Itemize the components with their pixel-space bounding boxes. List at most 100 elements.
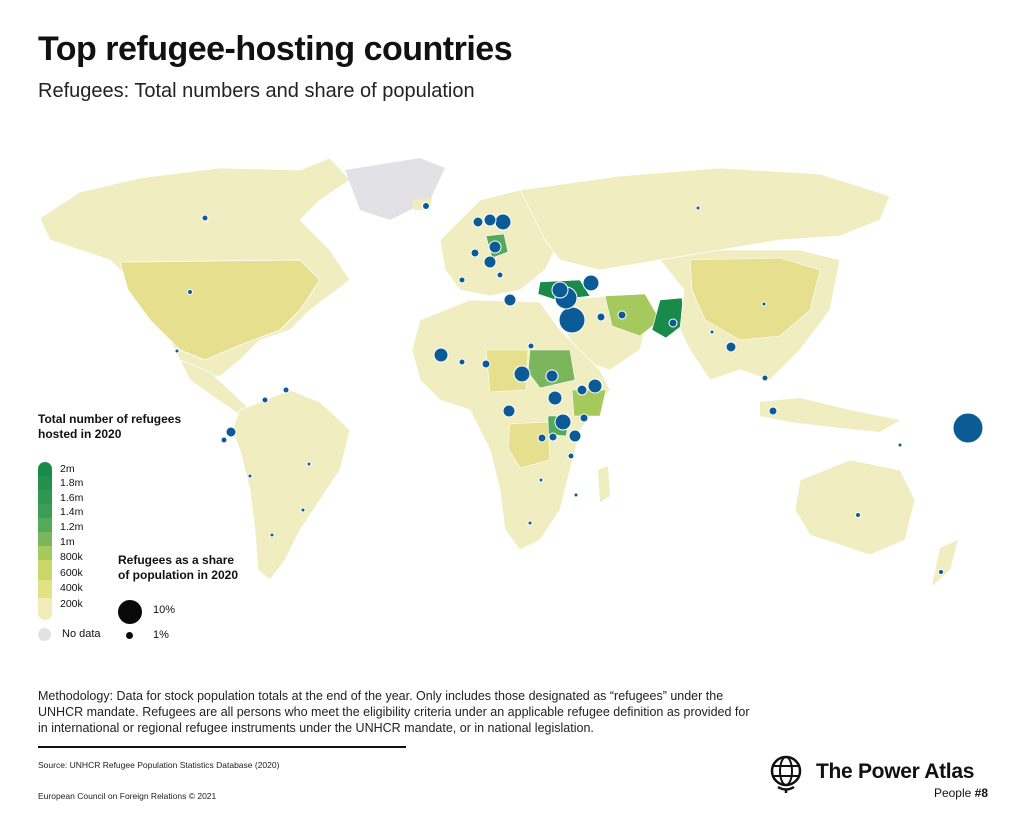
bubble-uganda (554, 413, 572, 431)
scale-label-1-8m: 1.8m (60, 477, 84, 489)
scale-label-600k: 600k (60, 567, 83, 579)
landmass-greenland (345, 158, 445, 220)
landmass-uk (462, 220, 476, 246)
bubble-south-sudan (547, 390, 563, 406)
bubble-malta (472, 216, 484, 228)
bubble-kenya (579, 413, 589, 423)
bubble-russia (695, 205, 701, 211)
scale-swatch-400k (38, 580, 52, 598)
scale-swatch-1-4m (38, 504, 52, 518)
bubble-malaysia (768, 406, 778, 416)
share-1-percent-label: 1% (153, 629, 169, 641)
legend-share-title: Refugees as a share of population in 202… (118, 553, 239, 582)
bubble-congo (537, 433, 547, 443)
bubble-rwanda (548, 432, 558, 442)
landmass-ethiopia (571, 389, 607, 417)
bubble-iceland (422, 202, 430, 210)
scale-label-800k: 800k (60, 551, 83, 563)
bubble-guyana (282, 386, 290, 394)
bubble-iran (617, 310, 627, 320)
bubble-tanzania (567, 452, 575, 460)
bubble-bangladesh (725, 341, 737, 353)
landmass-australia (794, 459, 916, 556)
page-title: Top refugee-hosting countries (38, 30, 513, 68)
share-10-percent-label: 10% (153, 604, 176, 616)
bubble-chile (269, 532, 275, 538)
bubble-sudan (545, 369, 559, 383)
no-data-swatch (38, 628, 51, 641)
landmass-new-zealand (932, 540, 958, 586)
bubble-burundi (568, 429, 582, 443)
bubble-egypt (527, 342, 535, 350)
bubble-lebanon (558, 306, 586, 334)
landmass-pakistan (651, 297, 685, 339)
bubble-usa (187, 289, 193, 295)
bubble-mozambique (573, 492, 579, 498)
bubble-south-africa (527, 520, 533, 526)
bubble-argentina (300, 507, 306, 513)
bubble-brazil (306, 461, 312, 467)
copyright-text: European Council on Foreign Relations © … (38, 791, 217, 801)
landmass-usa (119, 259, 321, 361)
bubble-peru (247, 473, 253, 479)
source-text: Source: UNHCR Refugee Population Statist… (38, 760, 280, 770)
globe-logo-icon (770, 755, 802, 793)
bubble-mauritania (433, 347, 449, 363)
series-label: People #8 (933, 786, 988, 800)
brand-block: The Power Atlas (768, 754, 988, 794)
scale-swatch-1-8m (38, 476, 52, 490)
bubble-austria (483, 255, 497, 269)
bubble-venezuela (261, 396, 269, 404)
bubble-germany (488, 240, 502, 254)
bubble-pakistan (668, 318, 678, 328)
bubble-new-zealand (938, 569, 944, 575)
page-subtitle: Refugees: Total numbers and share of pop… (38, 80, 475, 102)
bubble-france (470, 248, 480, 258)
scale-label-400k: 400k (60, 582, 83, 594)
bubble-norway (483, 213, 497, 227)
share-bubbles (174, 202, 984, 575)
scale-label-1-2m: 1.2m (60, 521, 84, 533)
bubble-australia (855, 512, 861, 518)
scale-swatch-1-6m (38, 490, 52, 504)
bubble-thailand (761, 374, 769, 382)
bubble-spain (458, 276, 466, 284)
scale-swatch-1m (38, 532, 52, 546)
share-1-percent-circle (126, 632, 133, 639)
scale-swatch-600k (38, 560, 52, 580)
bubble-india (709, 329, 715, 335)
bubble-iraq (596, 312, 606, 322)
footer-divider (38, 746, 406, 748)
scale-swatch-800k (38, 546, 52, 560)
landmass-indonesia (760, 398, 900, 432)
bubble-canada (201, 214, 209, 222)
bubble-aruba (952, 412, 984, 444)
bubble-djibouti (587, 378, 603, 394)
bubble-colombia (225, 426, 237, 438)
scale-swatch-1-2m (38, 518, 52, 532)
no-data-label: No data (62, 628, 101, 640)
bubble-mexico (174, 348, 180, 354)
landmass-russia (519, 167, 891, 271)
landmass-chad (485, 349, 529, 393)
scale-label-200k: 200k (60, 598, 83, 610)
bubble-cameroon (502, 404, 516, 418)
bubble-chad (513, 365, 531, 383)
bubble-mali (458, 358, 466, 366)
bubble-turkey (551, 281, 569, 299)
world-map (39, 157, 984, 586)
landmass-madagascar (598, 466, 610, 502)
bubble-zambia (538, 477, 544, 483)
scale-swatch-2m (38, 462, 52, 476)
bubble-papua (897, 442, 903, 448)
landmass-china (689, 257, 821, 341)
methodology-text: Methodology: Data for stock population t… (38, 689, 750, 735)
scale-label-1m: 1m (60, 536, 75, 548)
bubble-china (761, 301, 767, 307)
landmass-south-america (231, 389, 351, 581)
bubble-niger (481, 359, 491, 369)
landmass-iran (604, 293, 661, 337)
bubble-sweden (494, 213, 512, 231)
brand-name: The Power Atlas (816, 760, 975, 783)
scale-swatch-200k (38, 598, 52, 620)
